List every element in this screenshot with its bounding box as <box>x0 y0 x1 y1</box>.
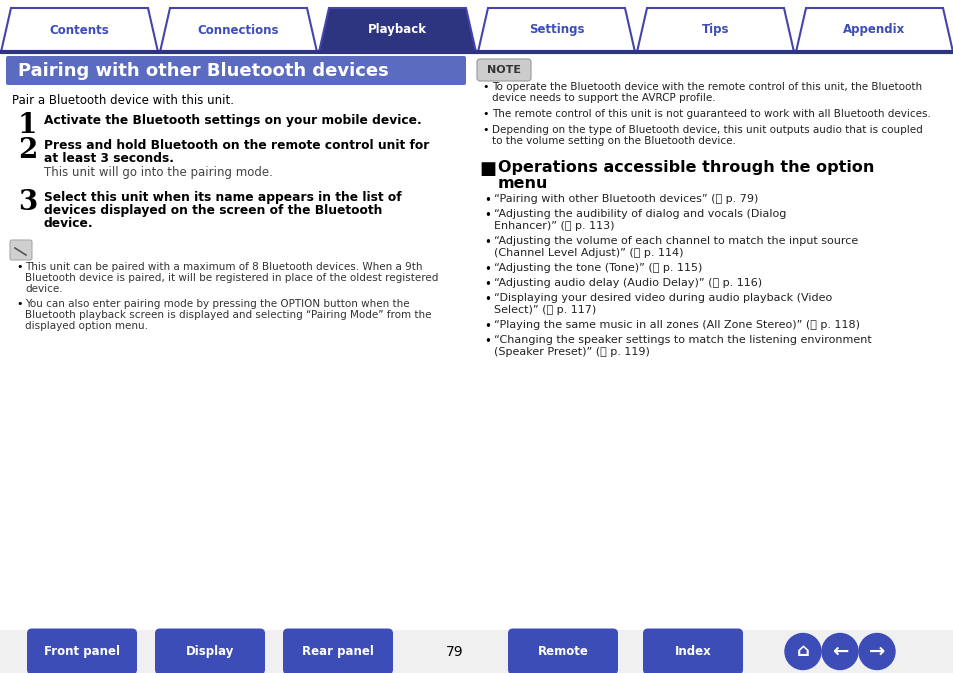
Text: “Adjusting the audibility of dialog and vocals (Dialog: “Adjusting the audibility of dialog and … <box>494 209 785 219</box>
Text: •: • <box>483 209 491 222</box>
Text: •: • <box>481 125 488 135</box>
Text: Connections: Connections <box>197 24 279 36</box>
Text: “Playing the same music in all zones (All Zone Stereo)” (␡ p. 118): “Playing the same music in all zones (Al… <box>494 320 859 330</box>
Text: Index: Index <box>674 645 711 658</box>
Text: device needs to support the AVRCP profile.: device needs to support the AVRCP profil… <box>492 93 715 103</box>
Text: Display: Display <box>186 645 233 658</box>
Text: •: • <box>483 335 491 348</box>
Text: Select)” (␡ p. 117): Select)” (␡ p. 117) <box>494 305 596 315</box>
FancyBboxPatch shape <box>476 59 531 81</box>
Text: “Adjusting the tone (Tone)” (␡ p. 115): “Adjusting the tone (Tone)” (␡ p. 115) <box>494 263 701 273</box>
Text: Press and hold Bluetooth on the remote control unit for: Press and hold Bluetooth on the remote c… <box>44 139 429 152</box>
Text: Pairing with other Bluetooth devices: Pairing with other Bluetooth devices <box>18 61 388 79</box>
FancyBboxPatch shape <box>6 56 465 85</box>
Text: To operate the Bluetooth device with the remote control of this unit, the Blueto: To operate the Bluetooth device with the… <box>492 82 922 92</box>
Text: Pair a Bluetooth device with this unit.: Pair a Bluetooth device with this unit. <box>12 94 233 107</box>
FancyBboxPatch shape <box>10 240 32 260</box>
Text: You can also enter pairing mode by pressing the OPTION button when the: You can also enter pairing mode by press… <box>25 299 409 309</box>
Text: •: • <box>483 293 491 306</box>
Text: Select this unit when its name appears in the list of: Select this unit when its name appears i… <box>44 191 401 204</box>
Polygon shape <box>318 8 476 52</box>
Text: Front panel: Front panel <box>44 645 120 658</box>
FancyBboxPatch shape <box>0 630 953 673</box>
Circle shape <box>821 633 857 670</box>
Text: →: → <box>868 642 884 661</box>
Text: Tips: Tips <box>701 24 728 36</box>
Text: Appendix: Appendix <box>842 24 904 36</box>
Text: (Channel Level Adjust)” (␡ p. 114): (Channel Level Adjust)” (␡ p. 114) <box>494 248 682 258</box>
Text: “Pairing with other Bluetooth devices” (␡ p. 79): “Pairing with other Bluetooth devices” (… <box>494 194 758 204</box>
Text: 1: 1 <box>18 112 37 139</box>
Text: Settings: Settings <box>528 24 583 36</box>
Text: Rear panel: Rear panel <box>302 645 374 658</box>
Text: “Changing the speaker settings to match the listening environment: “Changing the speaker settings to match … <box>494 335 871 345</box>
Text: Bluetooth playback screen is displayed and selecting “Pairing Mode” from the: Bluetooth playback screen is displayed a… <box>25 310 431 320</box>
Text: ■: ■ <box>478 160 496 178</box>
Text: Contents: Contents <box>50 24 110 36</box>
Text: •: • <box>483 263 491 276</box>
Text: 79: 79 <box>446 645 463 658</box>
Polygon shape <box>795 8 952 52</box>
FancyBboxPatch shape <box>642 629 742 673</box>
Circle shape <box>784 633 821 670</box>
Text: •: • <box>481 109 488 119</box>
Text: 2: 2 <box>18 137 37 164</box>
Text: displayed option menu.: displayed option menu. <box>25 321 148 331</box>
Polygon shape <box>1 8 158 52</box>
Text: •: • <box>483 194 491 207</box>
Text: Depending on the type of Bluetooth device, this unit outputs audio that is coupl: Depending on the type of Bluetooth devic… <box>492 125 922 135</box>
Text: •: • <box>483 320 491 333</box>
Text: This unit will go into the pairing mode.: This unit will go into the pairing mode. <box>44 166 273 179</box>
Text: device.: device. <box>44 217 93 230</box>
FancyBboxPatch shape <box>283 629 393 673</box>
Text: menu: menu <box>497 176 548 191</box>
Text: •: • <box>483 236 491 249</box>
FancyBboxPatch shape <box>507 629 618 673</box>
Polygon shape <box>477 8 635 52</box>
Polygon shape <box>160 8 316 52</box>
Text: Activate the Bluetooth settings on your mobile device.: Activate the Bluetooth settings on your … <box>44 114 421 127</box>
FancyBboxPatch shape <box>27 629 137 673</box>
Text: Operations accessible through the option: Operations accessible through the option <box>497 160 874 175</box>
FancyBboxPatch shape <box>154 629 265 673</box>
Text: Enhancer)” (␡ p. 113): Enhancer)” (␡ p. 113) <box>494 221 614 231</box>
Text: •: • <box>16 299 23 309</box>
Text: Remote: Remote <box>537 645 588 658</box>
Text: •: • <box>481 82 488 92</box>
Text: “Adjusting audio delay (Audio Delay)” (␡ p. 116): “Adjusting audio delay (Audio Delay)” (␡… <box>494 278 761 288</box>
Text: devices displayed on the screen of the Bluetooth: devices displayed on the screen of the B… <box>44 204 382 217</box>
Text: The remote control of this unit is not guaranteed to work with all Bluetooth dev: The remote control of this unit is not g… <box>492 109 930 119</box>
Text: ←: ← <box>831 642 847 661</box>
Text: 3: 3 <box>18 189 37 216</box>
Text: to the volume setting on the Bluetooth device.: to the volume setting on the Bluetooth d… <box>492 136 735 146</box>
Text: ⌂: ⌂ <box>796 643 808 660</box>
Polygon shape <box>637 8 793 52</box>
Text: •: • <box>16 262 23 272</box>
Text: Bluetooth device is paired, it will be registered in place of the oldest registe: Bluetooth device is paired, it will be r… <box>25 273 438 283</box>
Circle shape <box>858 633 894 670</box>
Text: device.: device. <box>25 284 63 294</box>
Text: NOTE: NOTE <box>486 65 520 75</box>
Text: at least 3 seconds.: at least 3 seconds. <box>44 152 173 165</box>
Text: •: • <box>483 278 491 291</box>
Text: “Adjusting the volume of each channel to match the input source: “Adjusting the volume of each channel to… <box>494 236 858 246</box>
Text: (Speaker Preset)” (␡ p. 119): (Speaker Preset)” (␡ p. 119) <box>494 347 649 357</box>
Text: Playback: Playback <box>368 24 427 36</box>
Text: “Displaying your desired video during audio playback (Video: “Displaying your desired video during au… <box>494 293 831 303</box>
Text: This unit can be paired with a maximum of 8 Bluetooth devices. When a 9th: This unit can be paired with a maximum o… <box>25 262 422 272</box>
